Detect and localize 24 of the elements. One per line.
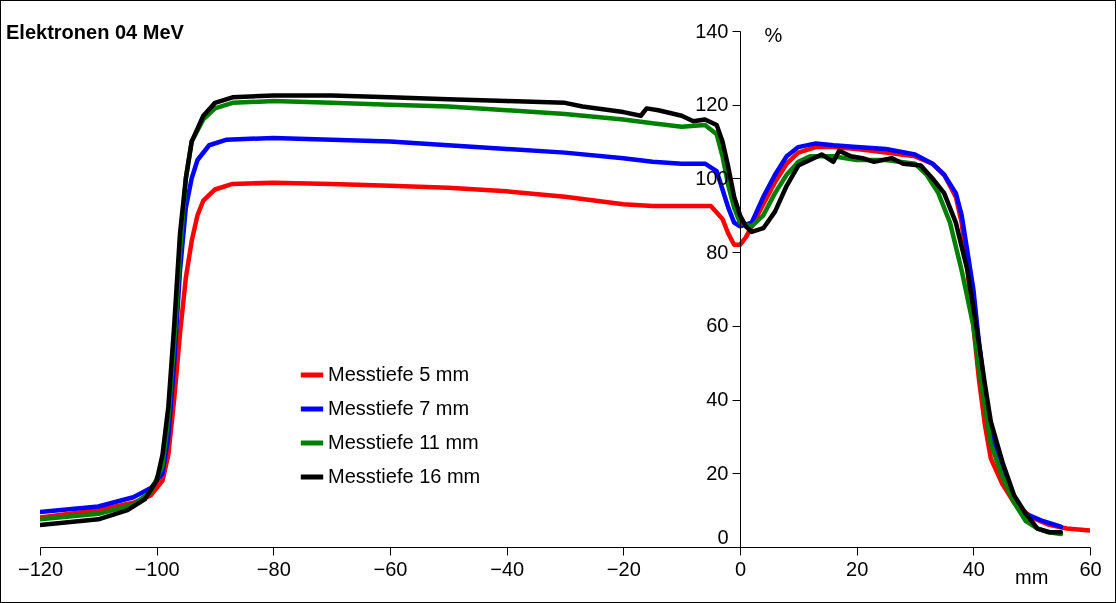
y-tick-label: 140 bbox=[695, 19, 729, 42]
y-tick-label: 60 bbox=[706, 314, 729, 337]
legend-label: Messtiefe 11 mm bbox=[328, 431, 479, 453]
x-tick-label: 20 bbox=[846, 557, 869, 580]
y-tick-label: 20 bbox=[706, 461, 729, 484]
x-tick-label: −20 bbox=[606, 557, 641, 580]
y-axis-title: % bbox=[764, 23, 783, 46]
x-tick-label: −80 bbox=[256, 557, 291, 580]
x-tick-label: −60 bbox=[373, 557, 408, 580]
x-tick-label: 0 bbox=[734, 557, 747, 580]
legend-label: Messtiefe 5 mm bbox=[328, 363, 470, 385]
y-tick-label: 0 bbox=[717, 525, 729, 548]
y-tick-label: 120 bbox=[695, 93, 729, 116]
x-tick-label: −100 bbox=[134, 557, 180, 580]
chart-title: Elektronen 04 MeV bbox=[6, 21, 185, 43]
y-tick-label: 40 bbox=[706, 388, 729, 411]
x-tick-label: 40 bbox=[962, 557, 985, 580]
x-tick-label: 60 bbox=[1079, 557, 1102, 580]
y-tick-label: 80 bbox=[706, 240, 729, 263]
legend-label: Messtiefe 16 mm bbox=[328, 465, 481, 487]
x-axis-title: mm bbox=[1015, 565, 1049, 588]
legend-label: Messtiefe 7 mm bbox=[328, 397, 470, 419]
x-tick-label: −40 bbox=[490, 557, 525, 580]
x-tick-label: −120 bbox=[17, 557, 64, 580]
